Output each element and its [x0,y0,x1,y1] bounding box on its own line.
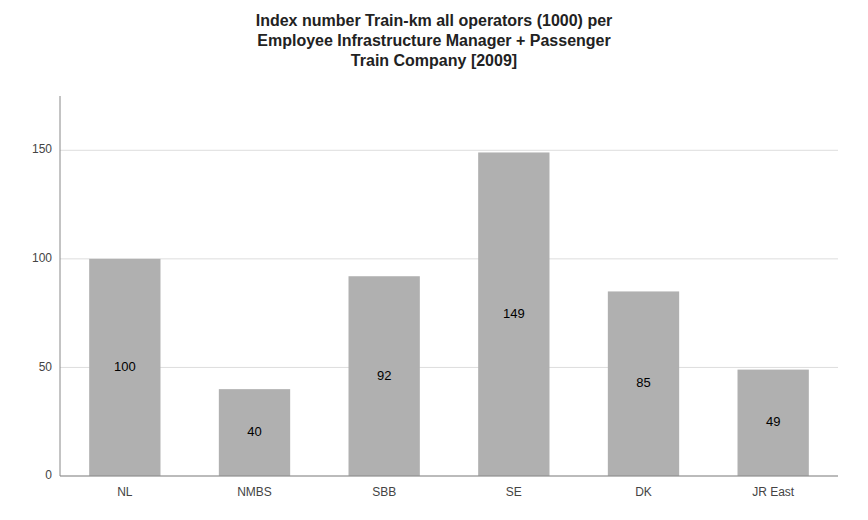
x-tick-label: DK [635,485,652,499]
bars [89,152,809,476]
grid-line [60,367,838,368]
bar [738,370,809,476]
bar [608,291,679,476]
y-tick-label: 50 [39,360,53,374]
chart-svg: Index number Train-km all operators (100… [0,0,868,520]
data-label: 85 [636,375,650,390]
bar [89,259,160,476]
data-label: 49 [766,414,780,429]
x-tick-label: NMBS [237,485,272,499]
bar [219,389,290,476]
chart-container: Index number Train-km all operators (100… [0,0,868,520]
grid [60,150,838,476]
y-axis-line [60,96,61,476]
grid-line [60,476,838,477]
y-tick-label: 0 [45,468,52,482]
data-label: 149 [503,306,525,321]
x-tick-label: JR East [752,485,795,499]
data-label: 92 [377,368,391,383]
data-label: 40 [247,424,261,439]
x-tick-label: SE [506,485,522,499]
data-labels: 100 40 92 149 85 49 [114,306,780,439]
grid-line [60,150,838,151]
x-axis-line [60,476,838,477]
title: Index number Train-km all operators (100… [256,12,613,69]
y-tick-label: 100 [32,251,52,265]
bar [349,276,420,476]
x-tick-label: NL [117,485,133,499]
data-label: 100 [114,359,136,374]
x-tick-label: SBB [372,485,396,499]
bar [478,152,549,476]
grid-line [60,258,838,259]
y-tick-label: 150 [32,142,52,156]
